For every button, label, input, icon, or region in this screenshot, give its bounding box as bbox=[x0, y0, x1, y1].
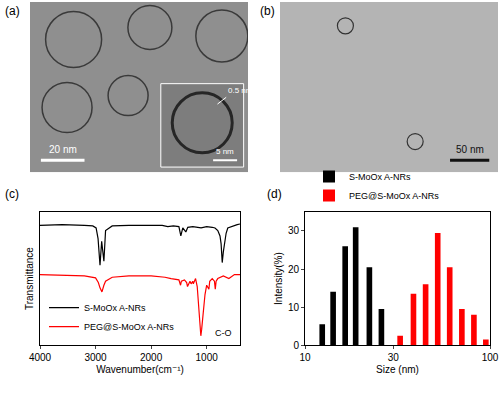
svg-text:20 nm: 20 nm bbox=[49, 144, 77, 155]
svg-text:0.5 nm: 0.5 nm bbox=[228, 86, 253, 95]
svg-text:100: 100 bbox=[482, 352, 499, 363]
svg-text:PEG@S-MoOx A-NRs: PEG@S-MoOx A-NRs bbox=[84, 322, 174, 332]
svg-text:20: 20 bbox=[288, 264, 300, 275]
svg-text:50 nm: 50 nm bbox=[456, 144, 484, 155]
svg-text:Wavenumber(cm⁻¹): Wavenumber(cm⁻¹) bbox=[96, 364, 184, 375]
svg-text:10: 10 bbox=[299, 352, 311, 363]
svg-text:(a): (a) bbox=[5, 4, 20, 18]
svg-text:S-MoOx A-NRs: S-MoOx A-NRs bbox=[84, 303, 146, 313]
svg-text:S-MoOx A-NRs: S-MoOx A-NRs bbox=[349, 172, 411, 182]
svg-text:Size (nm): Size (nm) bbox=[376, 364, 419, 375]
svg-text:(c): (c) bbox=[5, 187, 19, 201]
svg-text:(d): (d) bbox=[267, 187, 282, 201]
svg-text:10: 10 bbox=[288, 302, 300, 313]
svg-text:1000: 1000 bbox=[196, 352, 219, 363]
svg-text:0: 0 bbox=[293, 340, 299, 351]
svg-text:4000: 4000 bbox=[29, 352, 52, 363]
svg-text:PEG@S-MoOx A-NRs: PEG@S-MoOx A-NRs bbox=[349, 191, 439, 201]
svg-text:C-O: C-O bbox=[215, 328, 232, 338]
svg-text:(b): (b) bbox=[260, 4, 275, 18]
svg-text:2000: 2000 bbox=[140, 352, 163, 363]
svg-text:30: 30 bbox=[288, 225, 300, 236]
svg-text:30: 30 bbox=[388, 352, 400, 363]
svg-text:Transmittance: Transmittance bbox=[24, 247, 35, 310]
svg-text:Intensity(%): Intensity(%) bbox=[273, 252, 284, 305]
svg-text:5 nm: 5 nm bbox=[216, 147, 234, 156]
svg-text:3000: 3000 bbox=[84, 352, 107, 363]
